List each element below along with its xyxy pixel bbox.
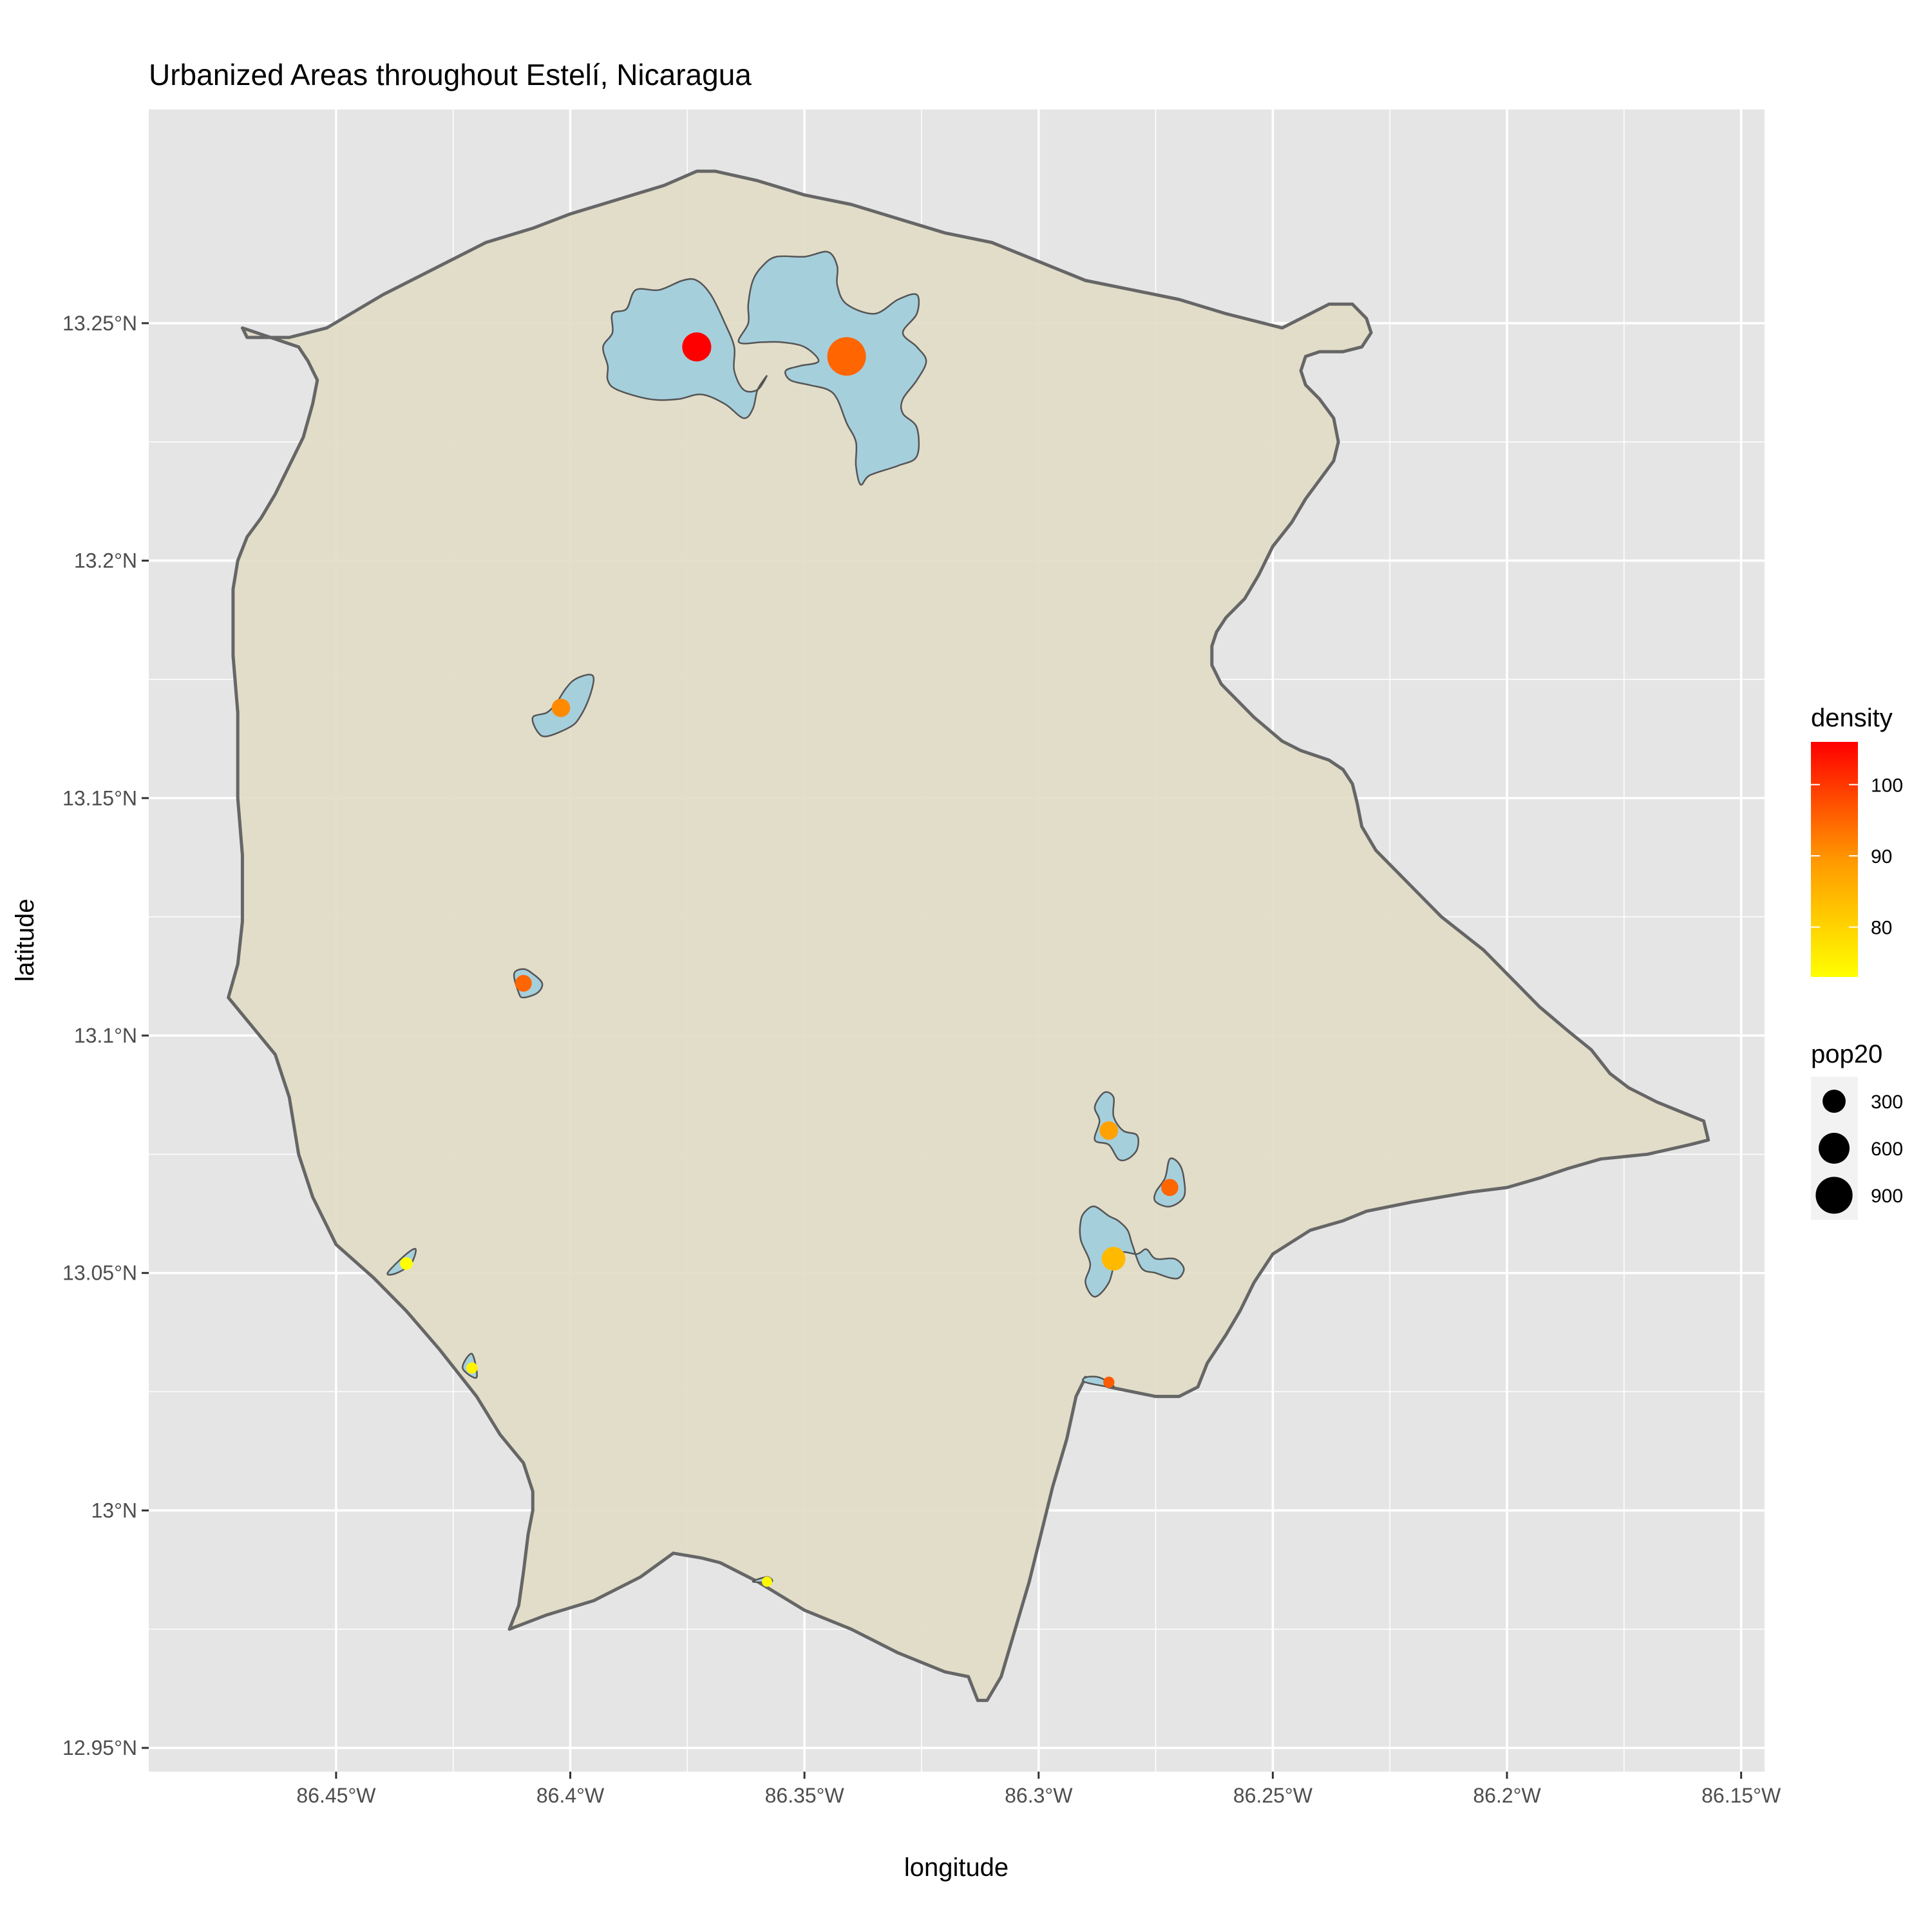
density-colorbar (1811, 742, 1858, 977)
urban-point (551, 698, 571, 717)
esteli-boundary (227, 169, 1710, 1702)
urban-points-layer (400, 332, 1179, 1587)
density-legend-ticks: 80 90 100 (1811, 775, 1903, 939)
pop20-legend-keys: 300 600 900 (1815, 1090, 1903, 1214)
x-tick-label: 86.45°W (296, 1784, 376, 1807)
urban-point (827, 337, 866, 376)
urban-point (400, 1257, 413, 1270)
density-tick-label: 100 (1871, 775, 1903, 796)
urban-point (1161, 1179, 1179, 1197)
pop20-legend-circle (1823, 1090, 1846, 1113)
pop20-legend-label: 600 (1871, 1139, 1903, 1160)
x-tick-label: 86.25°W (1233, 1784, 1313, 1807)
density-tick-label: 80 (1871, 918, 1892, 939)
pop20-legend-circle (1819, 1133, 1850, 1164)
x-axis-title: longitude (904, 1853, 1009, 1882)
y-axis: 12.95°N 13°N 13.05°N 13.1°N 13.15°N 13.2°N 13.… (62, 312, 149, 1759)
pop20-legend-circle (1815, 1177, 1853, 1214)
y-tick-label: 12.95°N (62, 1736, 137, 1759)
x-tick-label: 86.2°W (1473, 1784, 1541, 1807)
x-tick-label: 86.35°W (765, 1784, 845, 1807)
pop20-legend-title: pop20 (1811, 1040, 1882, 1068)
legend: density 80 90 100 pop20 300 600 900 (1811, 704, 1903, 1220)
urban-area (1079, 1206, 1185, 1298)
pop20-legend-label: 300 (1871, 1092, 1903, 1113)
y-tick-label: 13.15°N (62, 786, 137, 810)
urban-point (1101, 1247, 1126, 1271)
y-tick-label: 13°N (91, 1499, 138, 1522)
y-axis-title: latitude (11, 899, 39, 982)
urban-point (682, 332, 712, 362)
pop20-legend-label: 900 (1871, 1186, 1903, 1207)
urban-point (1099, 1121, 1119, 1140)
y-tick-label: 13.2°N (74, 549, 137, 573)
x-tick-label: 86.15°W (1701, 1784, 1781, 1807)
chart-title: Urbanized Areas throughout Estelí, Nicar… (149, 58, 752, 91)
urban-point (1103, 1376, 1115, 1388)
x-axis: 86.45°W 86.4°W 86.35°W 86.3°W 86.25°W 86.2°W 8… (296, 1772, 1781, 1807)
urban-point (762, 1577, 772, 1587)
y-tick-label: 13.1°N (74, 1024, 137, 1047)
x-tick-label: 86.4°W (536, 1784, 605, 1807)
y-tick-label: 13.05°N (62, 1262, 137, 1285)
y-tick-label: 13.25°N (62, 312, 137, 335)
urban-point (515, 974, 532, 992)
density-legend-title: density (1811, 704, 1893, 732)
urban-point (466, 1362, 478, 1374)
density-tick-label: 90 (1871, 846, 1892, 867)
x-tick-label: 86.3°W (1005, 1784, 1073, 1807)
